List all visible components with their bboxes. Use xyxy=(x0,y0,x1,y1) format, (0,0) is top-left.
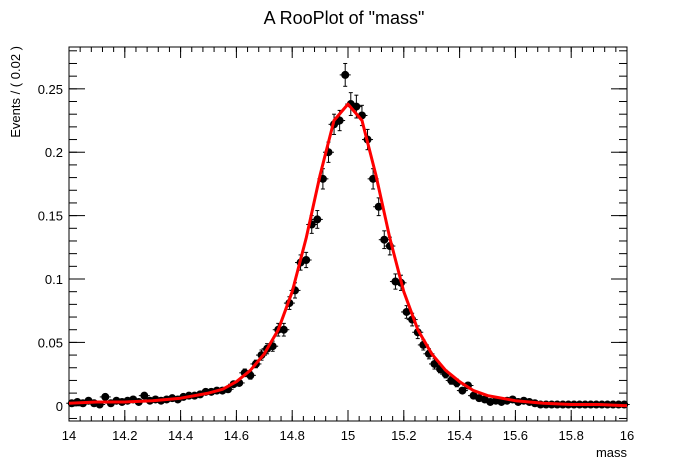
data-marker xyxy=(140,391,149,400)
data-marker xyxy=(380,235,389,244)
x-tick-label: 15.2 xyxy=(391,428,416,443)
x-tick-label: 15.8 xyxy=(559,428,584,443)
data-marker xyxy=(458,386,467,395)
data-point xyxy=(300,251,312,269)
data-marker xyxy=(313,215,322,224)
chart-title: A RooPlot of "mass" xyxy=(264,8,425,28)
y-tick-label: 0.25 xyxy=(38,82,63,97)
data-point xyxy=(378,230,390,250)
y-tick-label: 0 xyxy=(56,399,63,414)
y-axis-label: Events / ( 0.02 ) xyxy=(8,46,23,138)
data-point xyxy=(138,391,150,400)
data-marker xyxy=(279,325,288,334)
fit-line xyxy=(68,102,628,408)
data-marker xyxy=(430,359,439,368)
data-marker xyxy=(352,102,361,111)
data-marker xyxy=(341,70,350,79)
data-point xyxy=(339,62,351,87)
x-tick-label: 14.2 xyxy=(112,428,137,443)
x-tick-label: 14.4 xyxy=(168,428,193,443)
data-point xyxy=(350,94,362,119)
data-marker xyxy=(302,255,311,264)
x-tick-label: 16 xyxy=(620,428,634,443)
x-tick-label: 15 xyxy=(341,428,355,443)
data-marker xyxy=(374,202,383,211)
y-tick-label: 0.15 xyxy=(38,209,63,224)
x-tick-label: 15.4 xyxy=(447,428,472,443)
data-marker xyxy=(402,307,411,316)
fit-curve xyxy=(68,102,628,408)
data-points xyxy=(66,62,630,409)
data-point xyxy=(456,386,468,395)
data-point xyxy=(401,305,413,319)
data-marker xyxy=(101,392,110,401)
y-tick-label: 0.1 xyxy=(45,272,63,287)
x-axis-label: mass xyxy=(596,445,628,460)
x-tick-label: 14.8 xyxy=(280,428,305,443)
x-tick-label: 14.6 xyxy=(224,428,249,443)
x-axis: 14 14.2 14.4 14.6 14.8 15 15.2 15.4 15.6 15.8 16 xyxy=(62,47,634,443)
data-point xyxy=(311,210,323,229)
x-tick-label: 15.6 xyxy=(503,428,528,443)
x-tick-label: 14 xyxy=(62,428,76,443)
y-tick-label: 0.2 xyxy=(45,145,63,160)
y-tick-label: 0.05 xyxy=(38,335,63,350)
data-point xyxy=(278,322,290,337)
y-axis: 0 0.05 0.1 0.15 0.2 0.25 xyxy=(38,50,627,419)
data-point xyxy=(99,392,111,401)
